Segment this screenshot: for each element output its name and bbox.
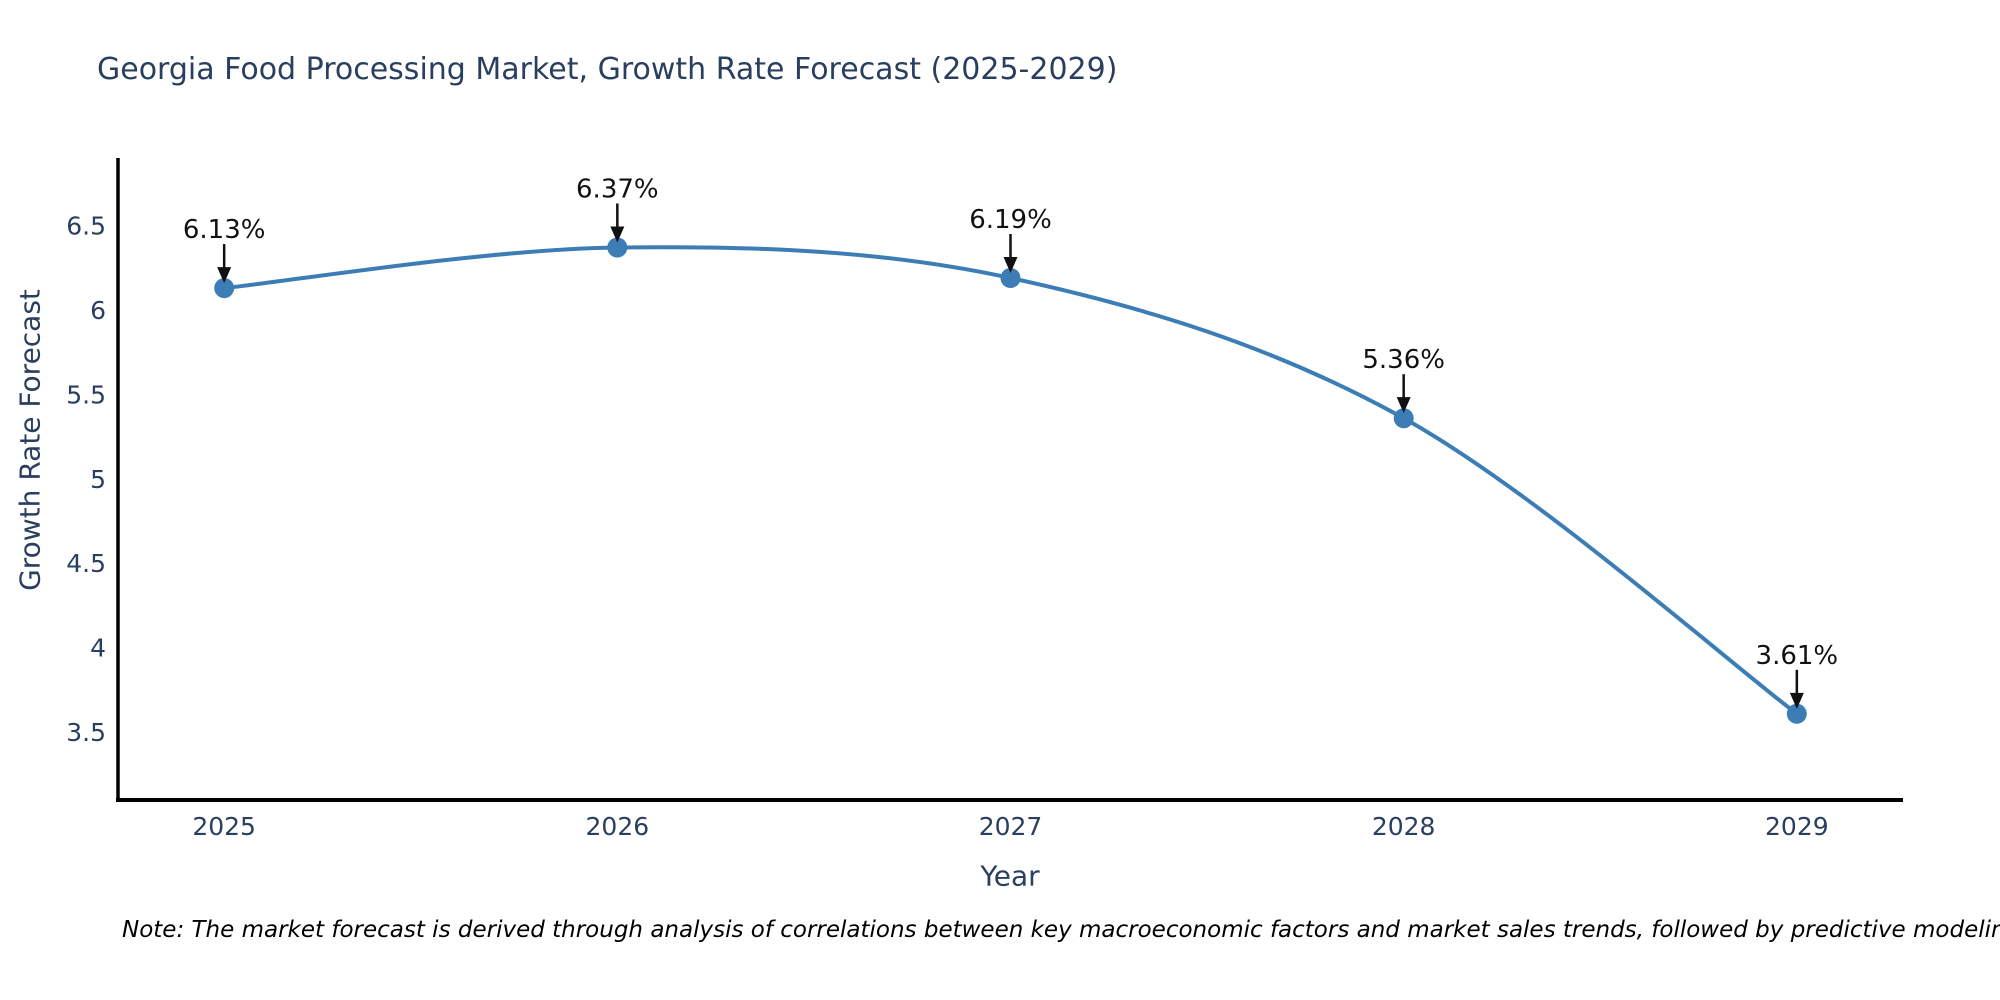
- x-tick-label: 2027: [979, 812, 1043, 841]
- x-tick-label: 2029: [1765, 812, 1829, 841]
- chart-title: Georgia Food Processing Market, Growth R…: [97, 52, 1118, 87]
- y-tick-label: 6: [90, 296, 106, 325]
- y-tick-label: 6.5: [66, 211, 106, 240]
- annotation-label: 6.19%: [969, 205, 1052, 235]
- y-tick-label: 5: [90, 465, 106, 494]
- x-tick-label: 2026: [586, 812, 650, 841]
- annotation-label: 3.61%: [1756, 641, 1839, 671]
- data-point: [607, 237, 628, 258]
- data-point: [1000, 268, 1021, 288]
- annotation-arrowhead: [1003, 256, 1018, 273]
- data-point: [1786, 703, 1807, 724]
- x-tick-label: 2028: [1372, 812, 1436, 841]
- y-tick-label: 5.5: [66, 380, 106, 409]
- annotation-label: 5.36%: [1362, 345, 1445, 375]
- y-tick-label: 4.5: [66, 549, 106, 578]
- annotation-label: 6.37%: [576, 175, 659, 205]
- data-point: [214, 278, 235, 299]
- annotation-arrowhead: [217, 267, 232, 284]
- y-tick-label: 4: [90, 634, 106, 663]
- x-tick-label: 2025: [192, 812, 256, 841]
- annotation-arrowhead: [1789, 692, 1804, 709]
- annotation-label: 6.13%: [183, 215, 266, 245]
- annotation-arrowhead: [1396, 397, 1411, 414]
- x-axis-title: Year: [980, 859, 1040, 893]
- footnote: Note: The market forecast is derived thr…: [122, 917, 2000, 943]
- y-tick-label: 3.5: [66, 718, 106, 747]
- series-line: [222, 245, 1799, 716]
- annotation-arrowhead: [610, 226, 625, 243]
- y-axis-title: Growth Rate Forecast: [13, 289, 47, 591]
- data-point: [1393, 408, 1414, 429]
